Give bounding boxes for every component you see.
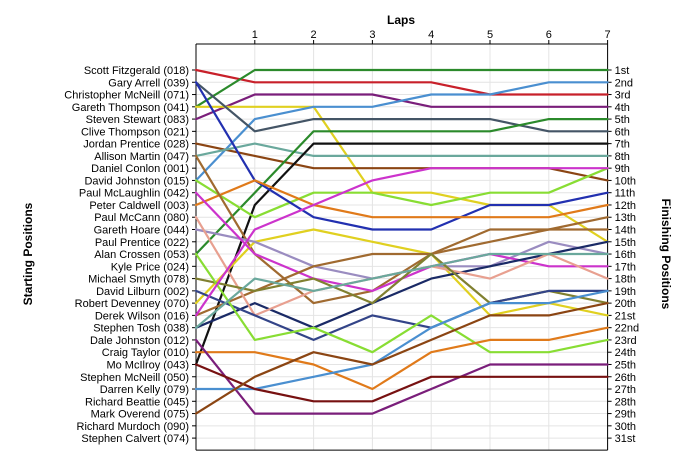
finishing-position-label: 26th	[615, 372, 636, 384]
x-tick-label: 2	[311, 29, 317, 41]
series-line-5	[194, 81, 609, 182]
series-line-28	[194, 363, 609, 403]
series-line-24	[194, 326, 609, 391]
series-line-11	[194, 167, 609, 219]
starting-driver-label: Richard Murdoch (090)	[77, 421, 190, 433]
starting-driver-label: Richard Beattie (045)	[85, 396, 189, 408]
finishing-position-label: 7th	[615, 139, 630, 151]
finishing-position-label: 30th	[615, 421, 636, 433]
series-line-15	[194, 228, 609, 317]
finishing-position-label: 29th	[615, 409, 636, 421]
series-line-19	[194, 240, 609, 329]
finishing-position-label: 24th	[615, 347, 636, 359]
starting-driver-label: Craig Taylor (010)	[102, 347, 189, 359]
finishing-position-label: 14th	[615, 225, 636, 237]
finishing-position-label: 28th	[615, 396, 636, 408]
starting-driver-label: Christopher McNeill (071)	[64, 90, 189, 102]
labels: Scott Fitzgerald (018)Gary Arrell (039)C…	[64, 65, 639, 445]
x-tick-label: 3	[369, 29, 375, 41]
starting-driver-label: Paul Prentice (022)	[95, 237, 189, 249]
series-line-1	[194, 68, 609, 96]
series-line-8	[194, 142, 609, 157]
axes: 1 2 3 4 5 6 7	[192, 29, 612, 451]
finishing-position-label: 11th	[615, 188, 636, 200]
series-line-27	[194, 289, 609, 391]
x-tick-label: 7	[605, 29, 611, 41]
series-line-10	[194, 117, 609, 256]
finishing-position-label: 5th	[615, 114, 630, 126]
starting-driver-label: Clive Thompson (021)	[81, 126, 189, 138]
finishing-position-label: 16th	[615, 249, 636, 261]
starting-driver-label: Stephen Tosh (038)	[93, 323, 189, 335]
starting-driver-label: Mo McIlroy (043)	[106, 359, 189, 371]
finishing-position-label: 22nd	[615, 323, 639, 335]
starting-driver-label: Jordan Prentice (028)	[83, 139, 189, 151]
finishing-position-label: 20th	[615, 298, 636, 310]
series-line-12	[194, 81, 609, 231]
starting-driver-label: Kyle Price (024)	[111, 261, 189, 273]
finishing-position-label: 19th	[615, 286, 636, 298]
x-tick-label: 1	[252, 29, 258, 41]
series-line-2	[194, 68, 609, 108]
series	[194, 68, 609, 415]
finishing-position-label: 10th	[615, 175, 636, 187]
x-tick-label: 6	[546, 29, 552, 41]
series-line-6	[194, 81, 609, 133]
series-line-9	[194, 142, 609, 366]
finishing-position-label: 21st	[615, 310, 636, 322]
finishing-position-label: 6th	[615, 126, 630, 138]
finishing-position-label: 1st	[615, 65, 630, 77]
series-line-29	[194, 302, 609, 415]
starting-driver-label: Gareth Thompson (041)	[72, 102, 189, 114]
finishing-position-label: 3rd	[615, 90, 631, 102]
starting-driver-label: Darren Kelly (079)	[100, 384, 189, 396]
starting-driver-label: Alan Crossen (053)	[94, 249, 189, 261]
finishing-position-label: 12th	[615, 200, 636, 212]
starting-driver-label: Dale Johnston (012)	[90, 335, 189, 347]
finishing-position-label: 13th	[615, 212, 636, 224]
series-line-23	[194, 252, 609, 354]
finishing-position-label: 18th	[615, 274, 636, 286]
chart-title: Laps	[387, 13, 415, 27]
finishing-position-label: 9th	[615, 163, 630, 175]
series-line-26	[194, 338, 609, 415]
y-axis-label-right: Finishing Positions	[659, 199, 673, 310]
finishing-position-label: 17th	[615, 261, 636, 273]
starting-driver-label: Mark Overend (075)	[91, 409, 189, 421]
series-line-25	[194, 167, 609, 317]
finishing-position-label: 27th	[615, 384, 636, 396]
series-line-30	[194, 252, 609, 329]
starting-driver-label: David Lilburn (002)	[96, 286, 189, 298]
starting-driver-label: Stephen Calvert (074)	[81, 433, 189, 445]
starting-driver-label: Daniel Conlon (001)	[91, 163, 189, 175]
starting-driver-label: Scott Fitzgerald (018)	[84, 65, 189, 77]
finishing-position-label: 15th	[615, 237, 636, 249]
series-line-18	[194, 228, 609, 317]
starting-driver-label: Paul McCann (080)	[94, 212, 189, 224]
finishing-position-label: 23rd	[615, 335, 637, 347]
y-axis-label-left: Starting Positions	[21, 202, 35, 305]
starting-driver-label: Paul McLaughlin (042)	[79, 188, 189, 200]
starting-driver-label: Robert Devenney (070)	[75, 298, 189, 310]
starting-driver-label: Gary Arrell (039)	[108, 77, 189, 89]
starting-driver-label: Steven Stewart (083)	[86, 114, 189, 126]
finishing-position-label: 25th	[615, 359, 636, 371]
starting-driver-label: Michael Smyth (078)	[88, 274, 189, 286]
finishing-position-label: 8th	[615, 151, 630, 163]
starting-driver-label: Gareth Hoare (044)	[94, 225, 189, 237]
x-tick-label: 4	[428, 29, 434, 41]
finishing-position-label: 31st	[615, 433, 636, 445]
starting-driver-label: Peter Caldwell (003)	[89, 200, 189, 212]
finishing-position-label: 2nd	[615, 77, 633, 89]
finishing-position-label: 4th	[615, 102, 630, 114]
x-tick-label: 5	[487, 29, 493, 41]
series-line-13	[194, 179, 609, 219]
starting-driver-label: Derek Wilson (016)	[95, 310, 189, 322]
starting-driver-label: Allison Martin (047)	[94, 151, 189, 163]
series-line-22	[194, 289, 609, 341]
starting-driver-label: David Johnston (015)	[84, 175, 189, 187]
starting-driver-label: Stephen McNeill (050)	[80, 372, 189, 384]
